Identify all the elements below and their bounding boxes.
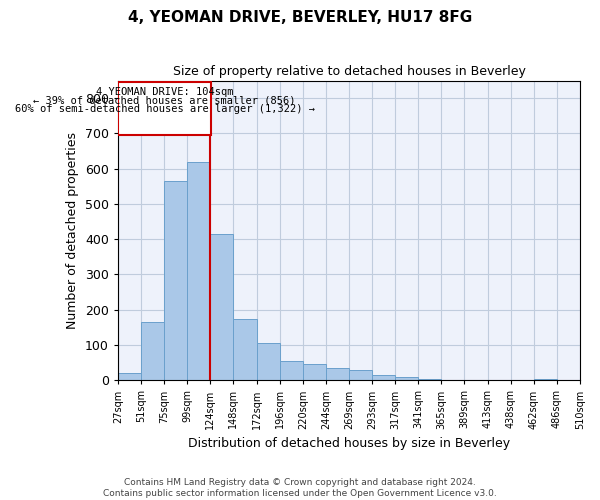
Bar xyxy=(418,378,442,380)
Title: Size of property relative to detached houses in Beverley: Size of property relative to detached ho… xyxy=(173,65,526,78)
Text: 4 YEOMAN DRIVE: 104sqm: 4 YEOMAN DRIVE: 104sqm xyxy=(96,87,233,97)
Bar xyxy=(349,370,372,380)
Text: ← 39% of detached houses are smaller (856): ← 39% of detached houses are smaller (85… xyxy=(34,96,296,106)
Bar xyxy=(211,234,233,380)
Y-axis label: Number of detached properties: Number of detached properties xyxy=(67,132,79,329)
Bar xyxy=(257,343,280,380)
Bar xyxy=(534,378,557,380)
Bar xyxy=(233,318,257,380)
Bar xyxy=(164,181,187,380)
Bar xyxy=(326,368,349,380)
Text: 4, YEOMAN DRIVE, BEVERLEY, HU17 8FG: 4, YEOMAN DRIVE, BEVERLEY, HU17 8FG xyxy=(128,10,472,25)
Text: Contains HM Land Registry data © Crown copyright and database right 2024.
Contai: Contains HM Land Registry data © Crown c… xyxy=(103,478,497,498)
Bar xyxy=(118,373,141,380)
Text: 60% of semi-detached houses are larger (1,322) →: 60% of semi-detached houses are larger (… xyxy=(15,104,315,114)
Bar xyxy=(395,378,418,380)
Bar xyxy=(372,375,395,380)
Bar xyxy=(141,322,164,380)
FancyBboxPatch shape xyxy=(118,82,211,135)
Bar xyxy=(280,361,303,380)
Bar xyxy=(303,364,326,380)
X-axis label: Distribution of detached houses by size in Beverley: Distribution of detached houses by size … xyxy=(188,437,510,450)
Bar xyxy=(187,162,211,380)
